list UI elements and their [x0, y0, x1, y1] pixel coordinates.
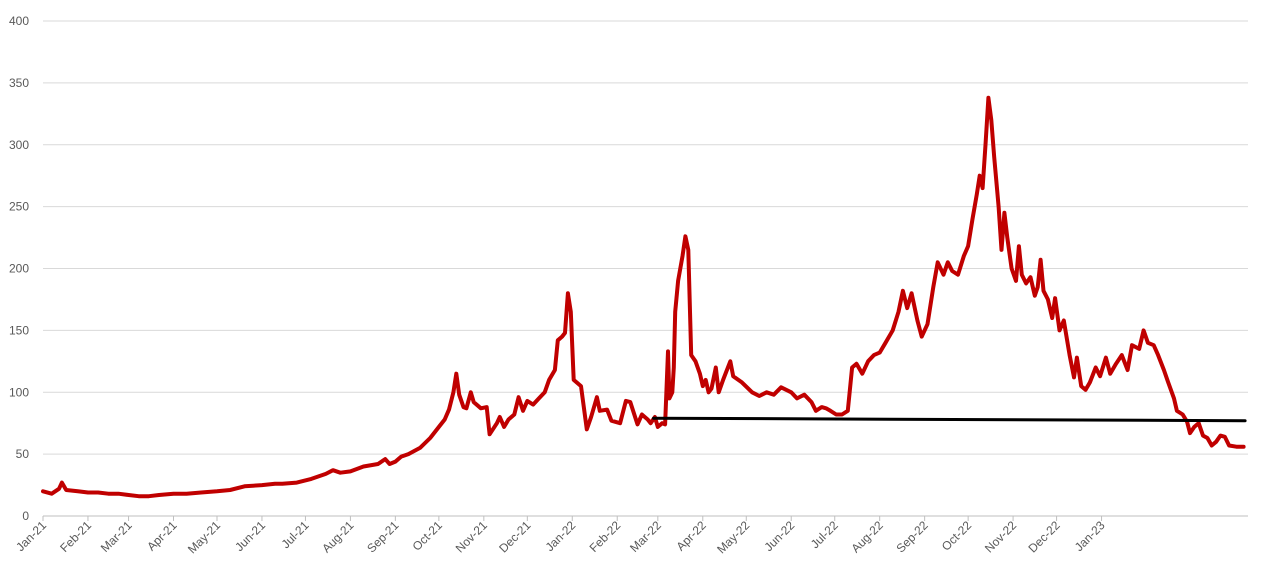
y-tick-label: 200 [9, 262, 29, 276]
x-tick-label: Nov-21 [453, 518, 490, 555]
x-tick-label: Aug-22 [849, 518, 886, 555]
y-tick-label: 300 [9, 138, 29, 152]
x-tick-label: Mar-21 [98, 518, 135, 555]
x-tick-label: Feb-22 [587, 518, 624, 555]
x-tick-label: Sep-21 [364, 518, 401, 555]
series-line-main [41, 95, 1246, 499]
x-tick-label: Jan-21 [13, 518, 49, 554]
x-tick-label: Dec-21 [496, 518, 533, 555]
x-tick-label: Nov-22 [982, 518, 1019, 555]
x-tick-label: May-22 [714, 518, 752, 556]
y-tick-label: 100 [9, 385, 29, 399]
y-tick-label: 50 [16, 447, 30, 461]
x-tick-label: Oct-21 [410, 518, 446, 554]
x-tick-label: May-21 [185, 518, 223, 556]
x-tick-label: Jun-21 [232, 518, 268, 554]
x-tick-label: Apr-22 [674, 518, 710, 554]
x-tick-label: Sep-22 [893, 518, 930, 555]
y-tick-label: 0 [22, 509, 29, 523]
x-tick-label: Oct-22 [939, 518, 975, 554]
x-axis-tick-labels: Jan-21 Feb-21 Mar-21 Apr-21 May-21 Jun-21 Jul-… [13, 516, 1108, 556]
x-tick-label: Jul-21 [279, 518, 312, 551]
gridlines [43, 20, 1248, 455]
y-tick-label: 250 [9, 200, 29, 214]
x-tick-label: Dec-22 [1025, 518, 1062, 555]
x-tick-label: Feb-21 [57, 518, 94, 555]
series-line-trend [652, 416, 1247, 423]
y-tick-label: 350 [9, 76, 29, 90]
series-lines [41, 95, 1247, 499]
y-axis-tick-labels: 0 50 100 150 200 250 300 350 400 [9, 14, 29, 523]
x-tick-label: Jul-22 [808, 518, 841, 551]
x-tick-label: Mar-22 [627, 518, 664, 555]
x-tick-label: Jan-22 [543, 518, 579, 554]
x-tick-label: Aug-21 [319, 518, 356, 555]
y-tick-label: 150 [9, 323, 29, 337]
x-tick-label: Jun-22 [761, 518, 797, 554]
x-tick-label: Jan-23 [1072, 518, 1108, 554]
x-tick-label: Apr-21 [144, 518, 180, 554]
y-tick-label: 400 [9, 14, 29, 28]
